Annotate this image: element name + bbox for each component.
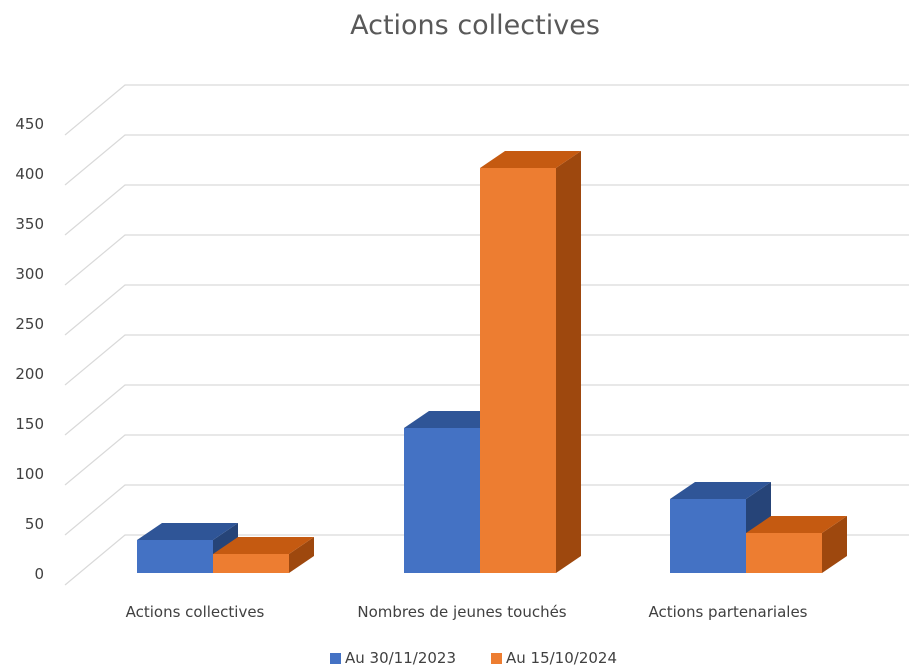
y-tick-label: 400: [15, 165, 44, 183]
bar-side: [556, 151, 581, 573]
y-tick-label: 150: [15, 415, 44, 433]
y-tick-label: 0: [34, 565, 44, 583]
bar-top: [213, 537, 314, 554]
y-tick-label: 100: [15, 465, 44, 483]
gridline-400: [64, 134, 909, 186]
x-category-label: Actions collectives: [126, 603, 265, 621]
bar-front: [404, 428, 480, 573]
bars: [137, 151, 847, 573]
bar-top: [404, 411, 505, 428]
gridline-450: [64, 84, 909, 136]
bar-top: [670, 482, 771, 499]
bar-top: [480, 151, 581, 168]
gridline-350: [64, 184, 909, 236]
gridlines: [64, 84, 909, 586]
bar: [746, 516, 847, 573]
y-tick-label: 450: [15, 115, 44, 133]
legend-swatch: [330, 653, 341, 664]
legend-entry: Au 15/10/2024: [491, 649, 617, 667]
chart-title: Actions collectives: [350, 10, 600, 41]
bar-top: [746, 516, 847, 533]
y-tick-label: 250: [15, 315, 44, 333]
gridline-300: [64, 234, 909, 286]
gridline-150: [64, 384, 909, 436]
legend-swatch: [491, 653, 502, 664]
x-axis-labels: Actions collectives Nombres de jeunes tou…: [126, 603, 808, 621]
bar-front: [213, 554, 289, 573]
bar-side: [289, 537, 314, 573]
y-tick-label: 350: [15, 215, 44, 233]
gridline-100: [64, 434, 909, 486]
y-tick-label: 200: [15, 365, 44, 383]
x-category-label: Actions partenariales: [649, 603, 808, 621]
bar: [480, 151, 581, 573]
y-tick-label: 50: [25, 515, 44, 533]
legend-label: Au 30/11/2023: [345, 649, 456, 667]
gridline-250: [64, 284, 909, 336]
gridline-50: [64, 484, 909, 536]
legend: Au 30/11/2023 Au 15/10/2024: [330, 649, 617, 667]
x-category-label: Nombres de jeunes touchés: [357, 603, 566, 621]
bar-front: [480, 168, 556, 573]
gridline-200: [64, 334, 909, 386]
legend-label: Au 15/10/2024: [506, 649, 617, 667]
y-axis-ticks: 0 50 100 150 200 250 300 350 400 450: [15, 115, 44, 583]
gridline-0: [64, 534, 909, 586]
bar: [213, 537, 314, 573]
bar-top: [137, 523, 238, 540]
bar-front: [670, 499, 746, 573]
bar-front: [137, 540, 213, 573]
legend-entry: Au 30/11/2023: [330, 649, 456, 667]
bar-side: [822, 516, 847, 573]
y-tick-label: 300: [15, 265, 44, 283]
bar-front: [746, 533, 822, 573]
